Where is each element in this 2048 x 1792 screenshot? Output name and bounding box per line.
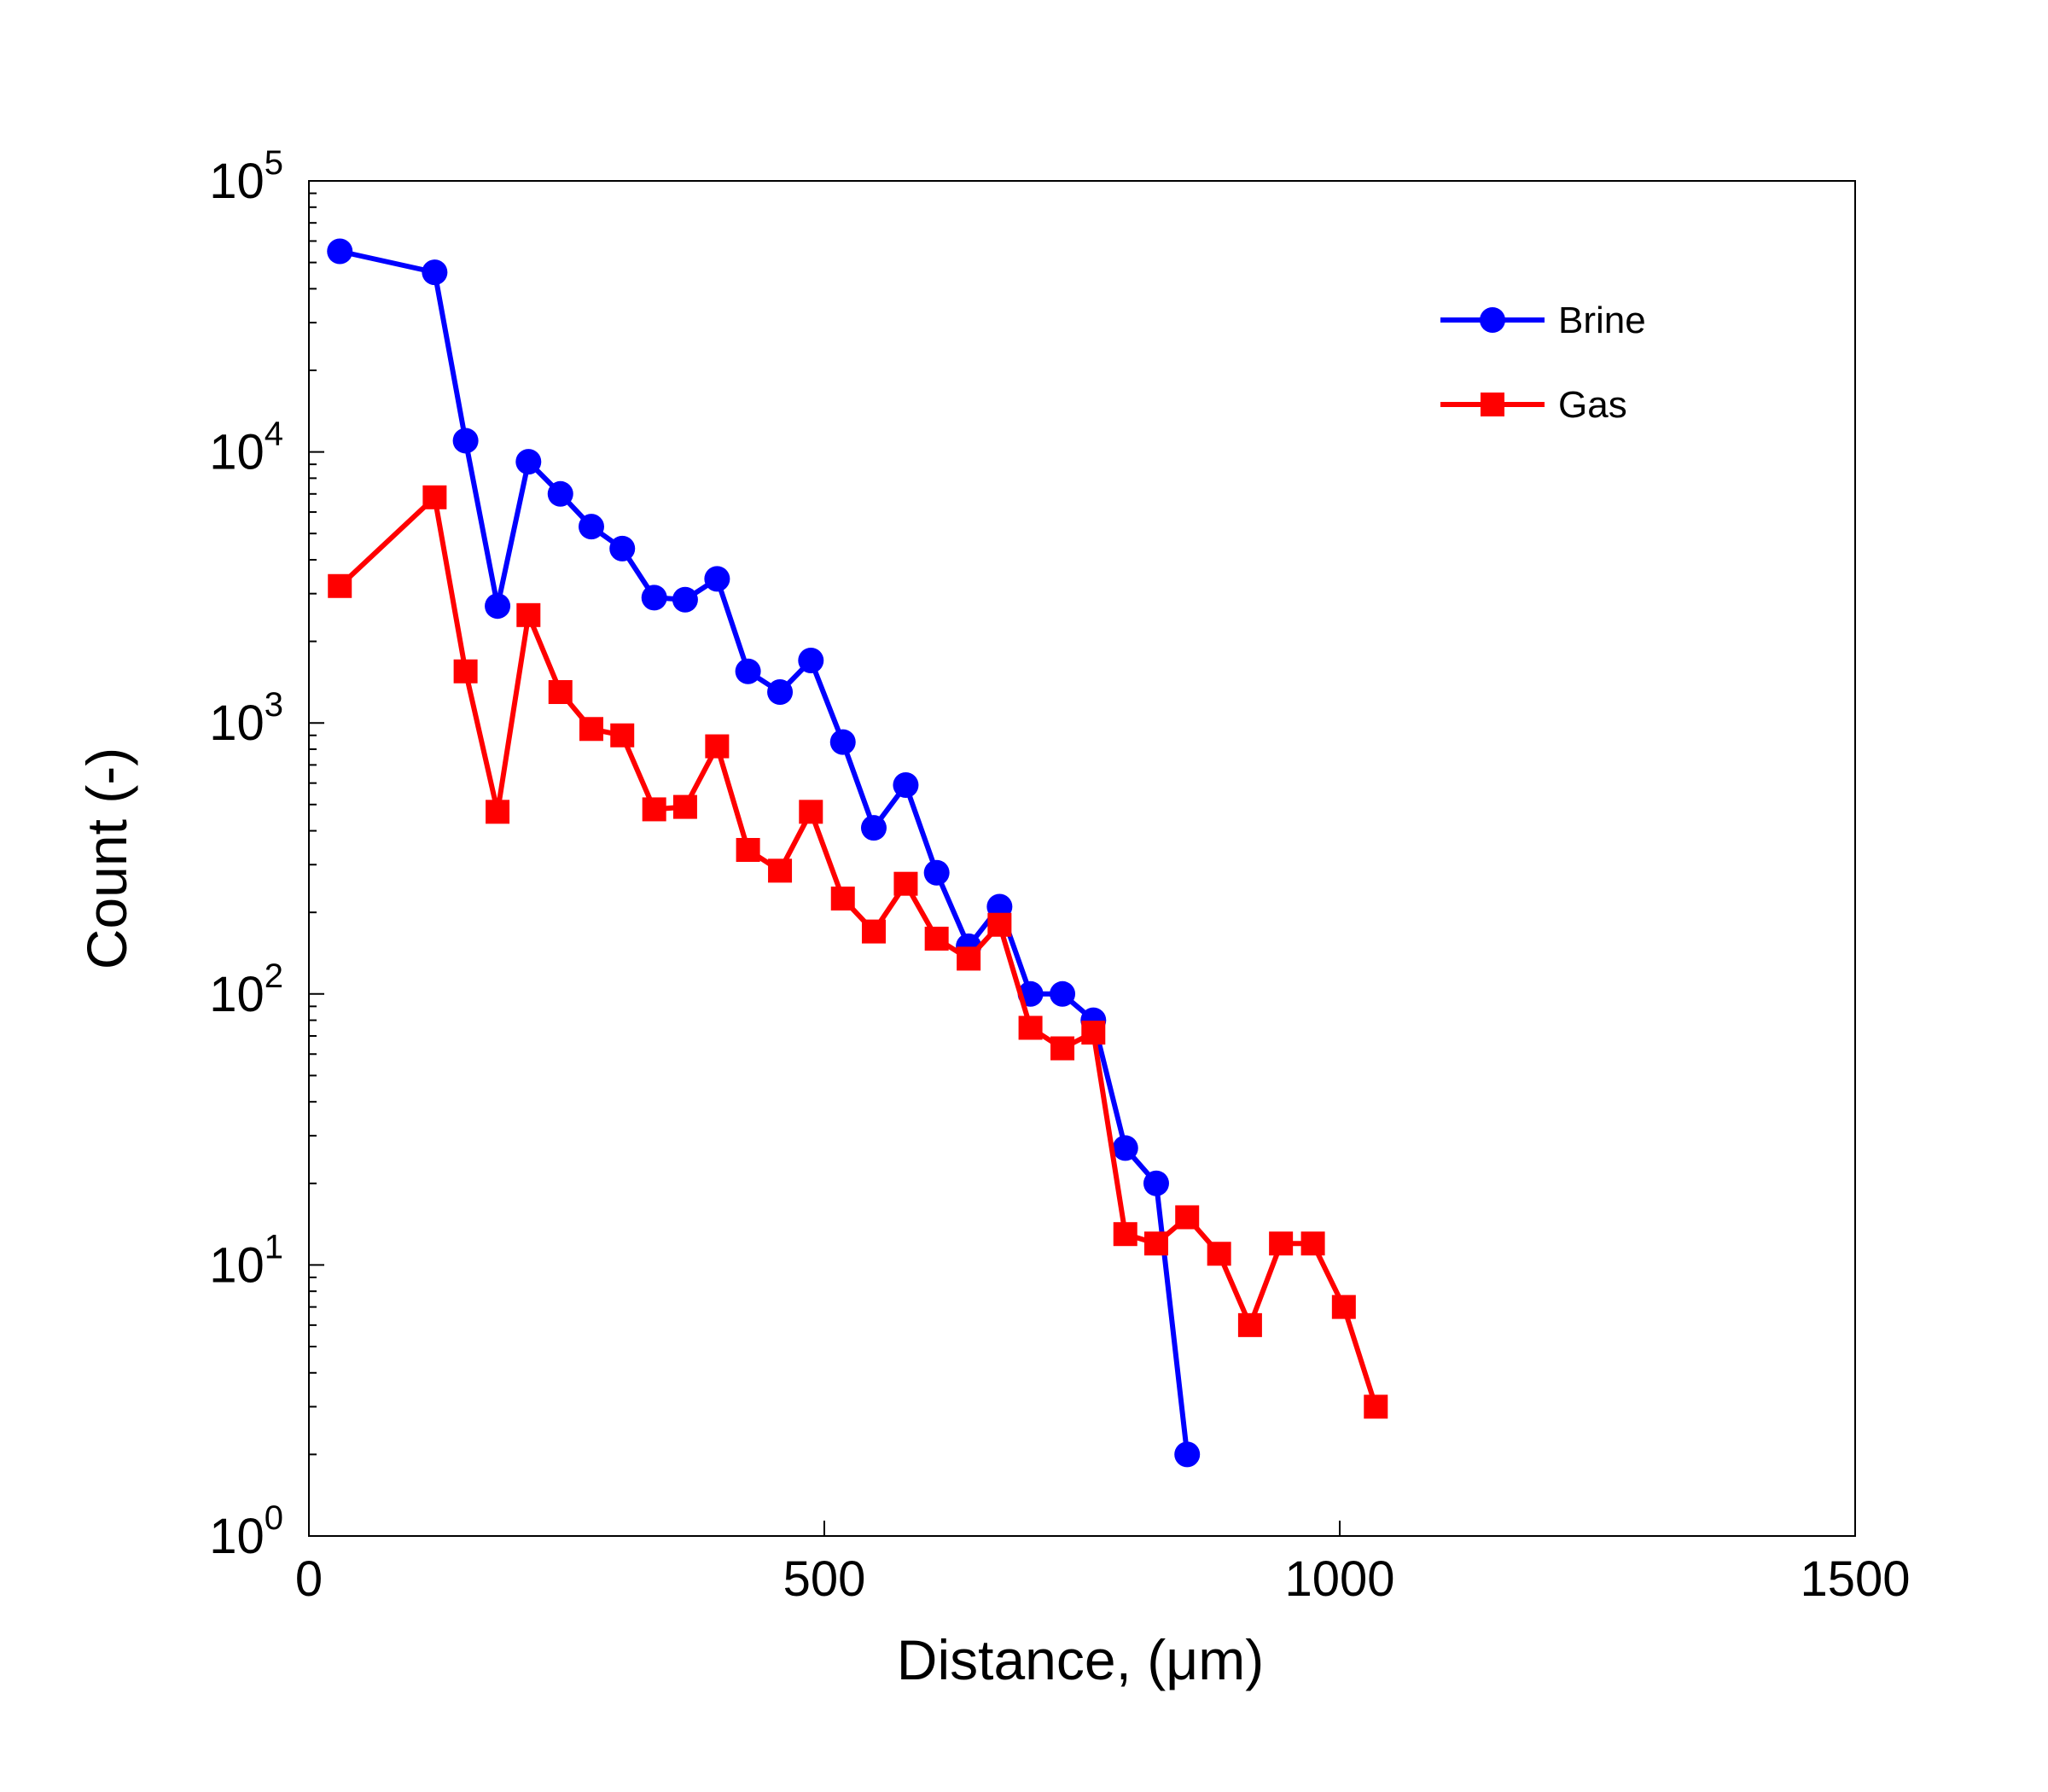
x-axis-title: Distance, (μm) [897,1628,1264,1691]
data-point-brine [422,259,448,286]
data-point-gas [893,871,918,896]
series-layer [327,238,1388,1468]
legend-marker-brine [1480,307,1505,333]
x-axis: 0 500 1000 1500 [295,1521,1911,1607]
data-point-gas [1207,1242,1231,1266]
data-point-gas [422,485,447,509]
x-tick-label: 0 [295,1551,323,1607]
legend: Brine Gas [1440,300,1646,426]
data-point-brine [452,428,479,454]
data-point-brine [829,729,856,755]
data-point-gas [672,794,697,819]
y-axis: 100 101 102 103 104 105 [209,144,324,1564]
data-point-gas [453,659,478,684]
legend-label-gas: Gas [1558,384,1627,426]
data-point-gas [642,797,666,822]
y-tick-label: 102 [209,957,283,1022]
legend-label-brine: Brine [1558,300,1646,341]
y-tick-label: 105 [209,144,283,209]
x-tick-label: 1000 [1284,1551,1394,1607]
y-tick-label: 104 [209,416,283,480]
y-axis-title: Count (-) [75,748,138,969]
data-point-brine [515,449,542,475]
data-point-gas [987,912,1012,937]
data-point-brine [578,514,604,540]
data-point-brine [672,586,698,613]
data-point-gas [1113,1222,1137,1247]
x-tick-label: 1500 [1800,1551,1910,1607]
data-point-gas [736,838,760,863]
data-point-gas [1364,1394,1388,1419]
y-tick-label: 101 [209,1228,283,1293]
y-tick-label: 103 [209,686,283,751]
data-point-gas [830,886,855,911]
y-tick-label: 100 [209,1499,283,1564]
data-point-gas [1269,1231,1294,1256]
data-point-brine [327,238,353,265]
data-point-gas [1300,1231,1325,1256]
data-point-gas [548,680,573,705]
data-point-gas [610,723,635,748]
data-point-gas [1050,1036,1075,1061]
data-point-gas [1143,1231,1168,1256]
data-point-brine [609,535,636,561]
data-point-brine [1174,1441,1201,1468]
data-point-brine [547,480,573,507]
data-point-gas [924,926,949,951]
data-point-gas [328,573,352,598]
data-point-gas [1175,1205,1200,1230]
data-point-brine [798,648,824,674]
data-point-gas [1331,1295,1356,1319]
plot-frame [308,180,1856,1537]
data-point-brine [485,593,511,620]
x-tick-label: 500 [783,1551,866,1607]
data-point-brine [923,859,950,886]
series-line-gas [338,494,1379,1408]
data-point-gas [799,800,823,824]
data-point-gas [1237,1312,1262,1337]
data-point-gas [486,800,510,824]
data-point-brine [767,679,794,706]
data-point-brine [1050,980,1076,1007]
data-point-brine [641,585,667,611]
data-point-brine [1112,1135,1138,1161]
data-point-gas [1018,1015,1043,1040]
legend-marker-gas [1481,393,1504,416]
data-point-gas [768,858,793,883]
data-point-gas [861,919,886,944]
data-point-gas [705,734,730,759]
data-point-gas [579,717,603,742]
data-point-gas [516,602,541,627]
data-point-gas [957,946,981,971]
data-point-brine [704,566,730,592]
data-point-brine [1143,1170,1169,1196]
data-point-brine [893,771,919,798]
data-point-gas [1081,1021,1106,1045]
data-point-brine [860,815,887,841]
data-point-brine [735,658,761,684]
